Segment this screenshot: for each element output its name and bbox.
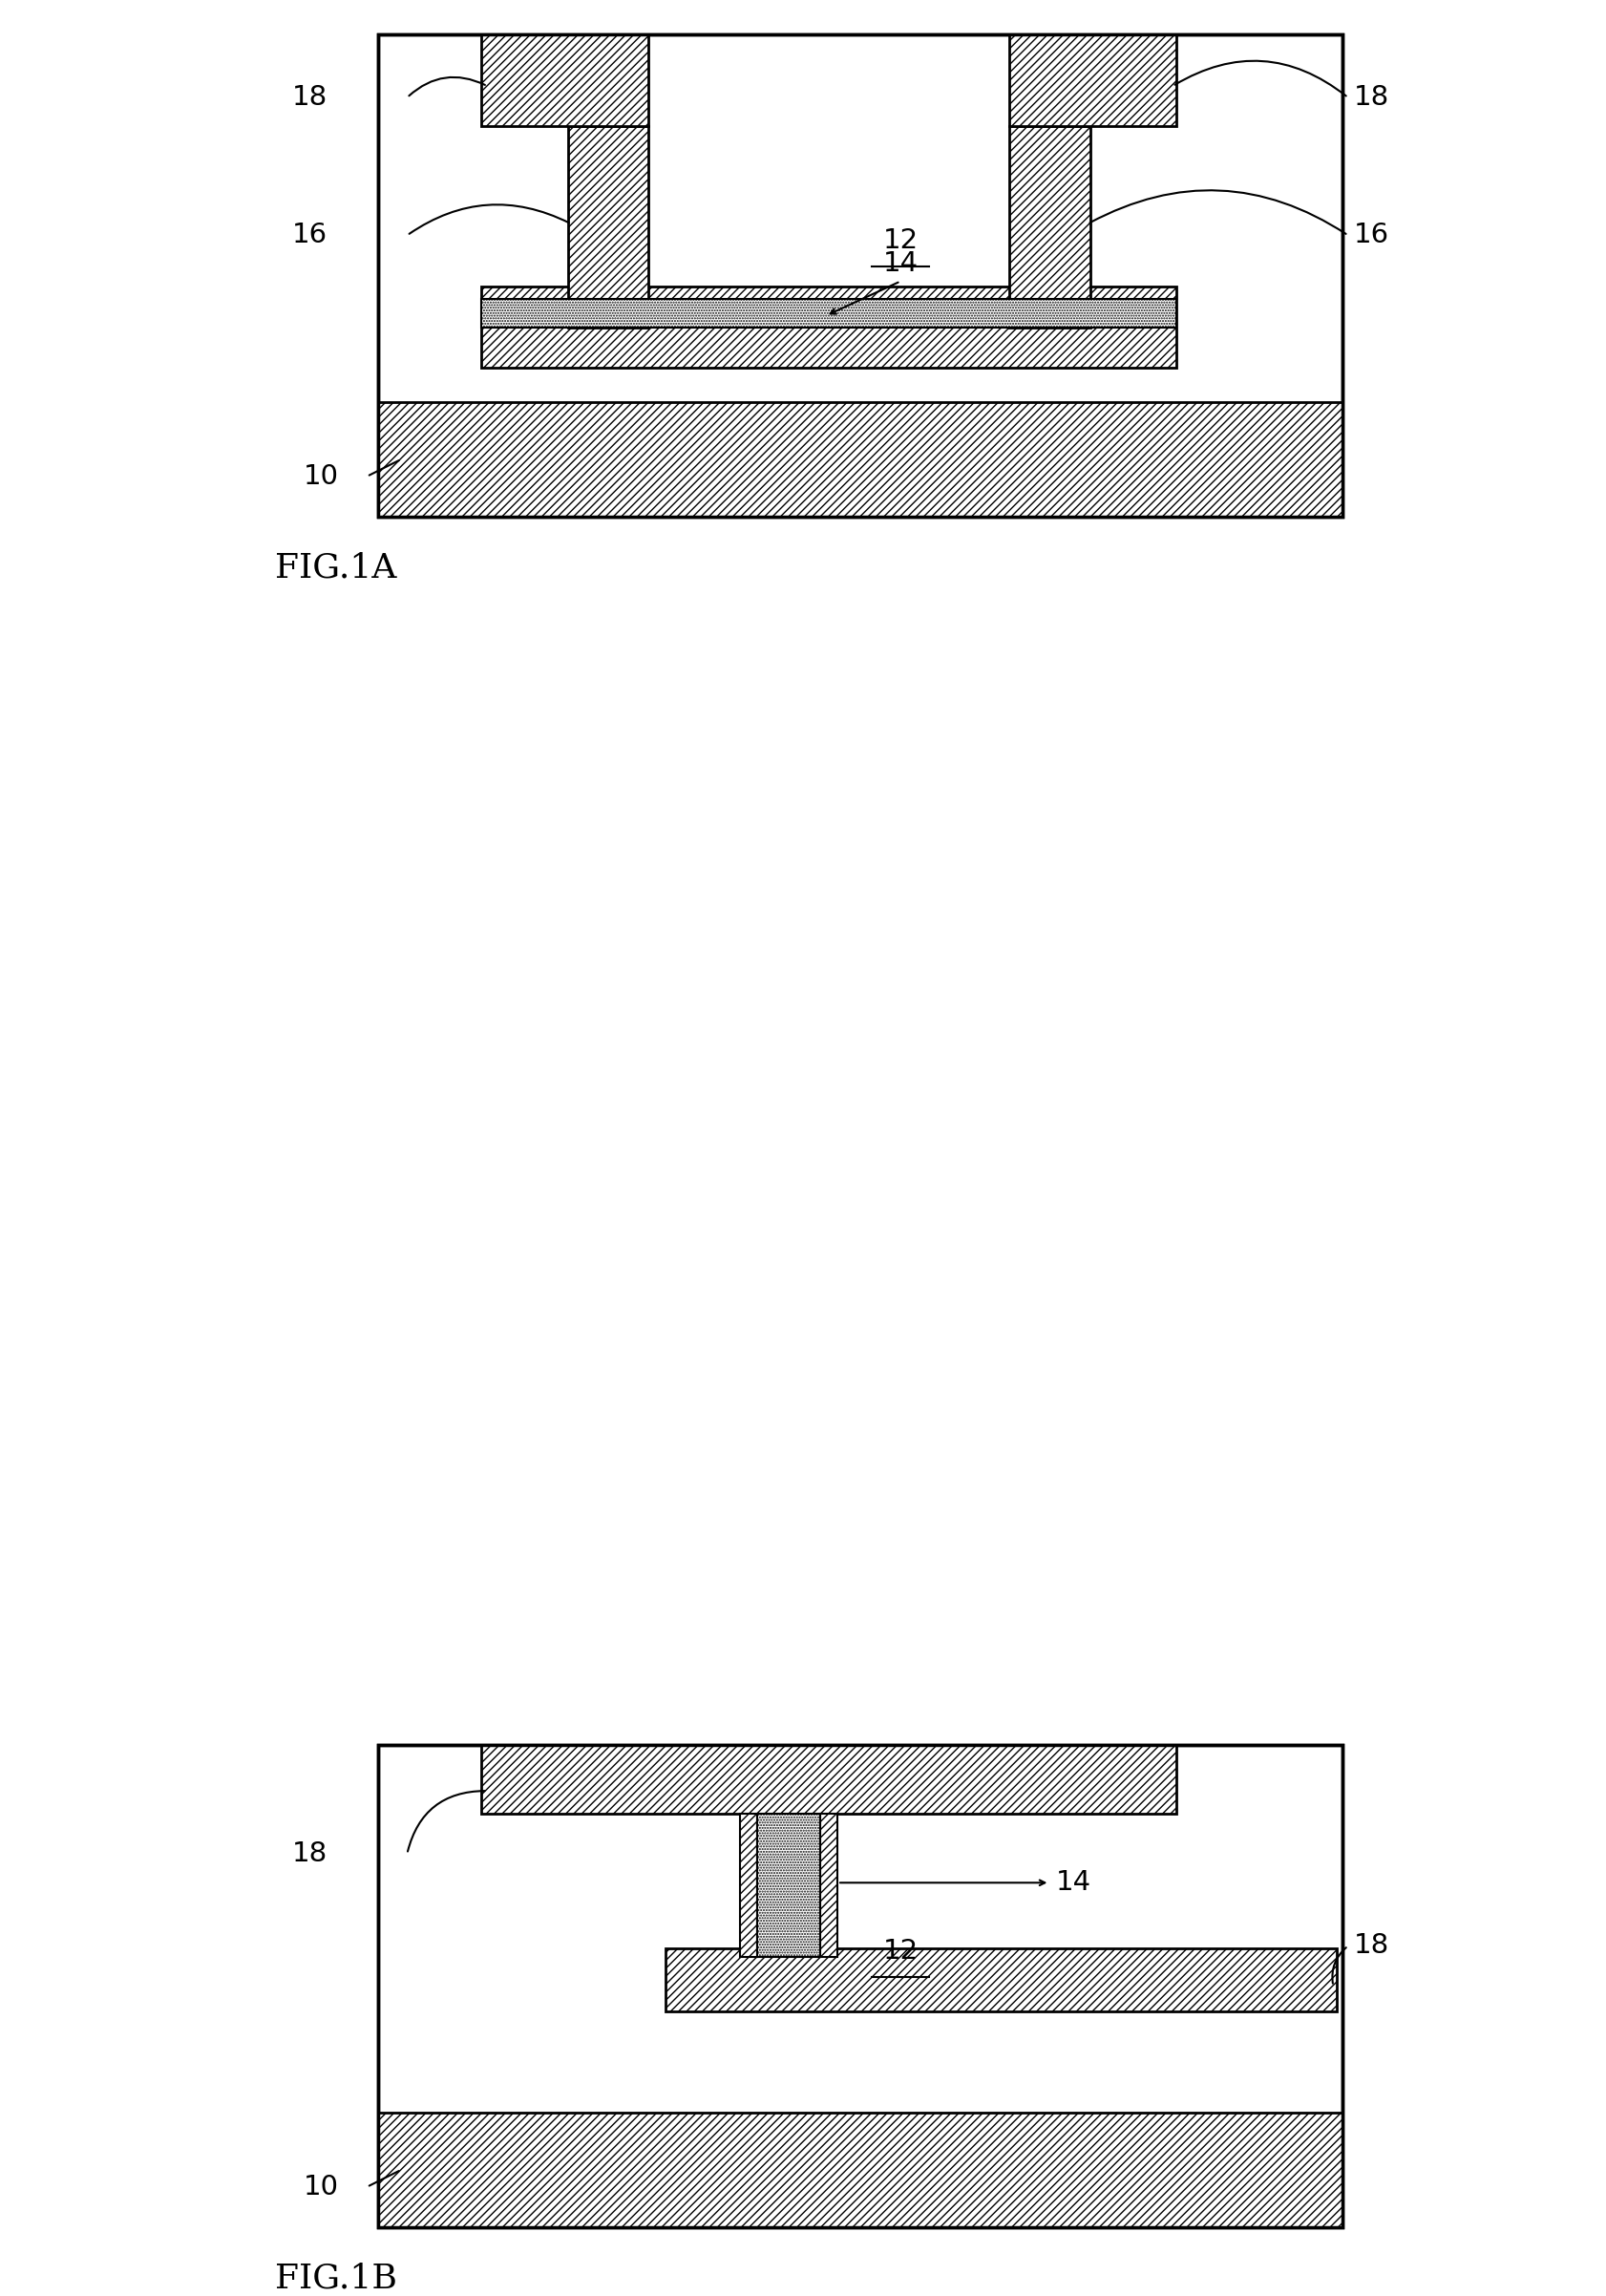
Bar — [379, 34, 1343, 517]
Text: 12: 12 — [883, 1938, 919, 1965]
Bar — [379, 2112, 1343, 2227]
Bar — [379, 1745, 1343, 2227]
Bar — [482, 34, 649, 126]
Bar — [740, 1814, 756, 1956]
Bar — [569, 126, 649, 328]
Bar — [1010, 34, 1176, 126]
Bar — [482, 1745, 1176, 1814]
Text: 10: 10 — [304, 464, 339, 489]
Text: 14: 14 — [1055, 1869, 1090, 1896]
Bar — [379, 402, 1343, 517]
Bar — [379, 1745, 1343, 2227]
Text: 12: 12 — [883, 227, 919, 255]
Bar — [665, 1947, 1336, 2011]
Bar — [821, 1814, 837, 1956]
Text: 18: 18 — [292, 85, 328, 110]
Bar — [756, 1814, 821, 1956]
Text: 16: 16 — [1354, 223, 1389, 248]
Text: 10: 10 — [304, 2174, 339, 2200]
Bar — [482, 287, 1176, 367]
Text: FIG.1B: FIG.1B — [275, 2262, 397, 2296]
Bar — [482, 298, 1176, 328]
Bar — [1010, 126, 1090, 328]
Bar — [379, 34, 1343, 517]
Text: 18: 18 — [1354, 85, 1389, 110]
Text: FIG.1A: FIG.1A — [275, 551, 397, 585]
Text: 14: 14 — [883, 250, 919, 278]
Text: 18: 18 — [292, 1841, 328, 1867]
Text: 16: 16 — [292, 223, 328, 248]
Text: 18: 18 — [1354, 1933, 1389, 1958]
